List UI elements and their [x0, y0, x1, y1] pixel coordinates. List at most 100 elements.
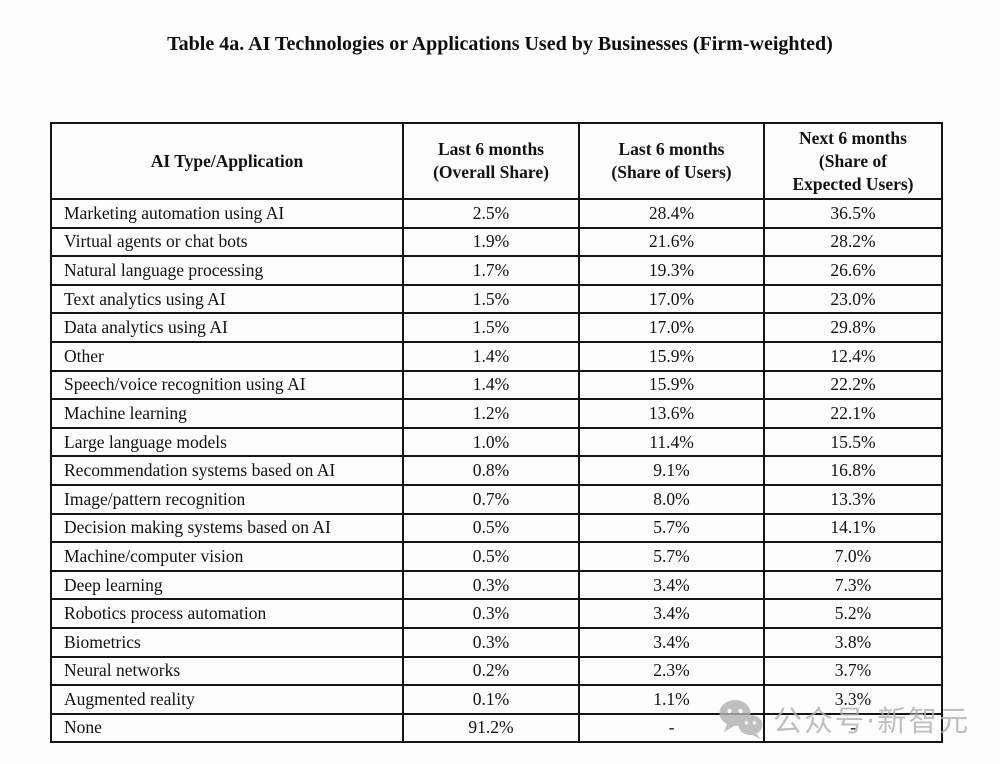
value-cell: 3.7% [763, 655, 943, 687]
column-header: Last 6 months (Overall Share) [402, 122, 580, 200]
value-cell: - [578, 712, 765, 744]
table-body: Marketing automation using AI 2.5% 28.4% 36… [50, 198, 943, 744]
row-label: Recommendation systems based on AI [50, 455, 404, 486]
table-row: Text analytics using AI 1.5% 17.0% 23.0% [50, 283, 943, 315]
table-row: Other 1.4% 15.9% 12.4% [50, 340, 943, 372]
table-row: Robotics process automation 0.3% 3.4% 5.2% [50, 598, 943, 629]
value-cell: 1.4% [402, 340, 580, 372]
value-cell: 0.8% [402, 455, 580, 486]
row-label: Virtual agents or chat bots [50, 226, 404, 258]
row-label: Augmented reality [50, 684, 404, 715]
value-cell: 21.6% [578, 226, 765, 258]
value-cell: 1.2% [402, 398, 580, 429]
row-label: Text analytics using AI [50, 283, 404, 315]
table-row: Recommendation systems based on AI 0.8% 9.… [50, 455, 943, 486]
value-cell: 26.6% [763, 255, 943, 286]
row-label: Machine learning [50, 398, 404, 429]
row-label: Image/pattern recognition [50, 483, 404, 515]
row-label: Biometrics [50, 626, 404, 658]
table-row: Machine learning 1.2% 13.6% 22.1% [50, 398, 943, 429]
value-cell: 0.2% [402, 655, 580, 687]
table-row: Decision making systems based on AI 0.5% 5… [50, 512, 943, 544]
value-cell: 36.5% [763, 198, 943, 229]
value-cell: 29.8% [763, 312, 943, 343]
value-cell: 2.3% [578, 655, 765, 687]
row-label: Machine/computer vision [50, 541, 404, 572]
table-row: Natural language processing 1.7% 19.3% 26.6… [50, 255, 943, 286]
value-cell: 14.1% [763, 512, 943, 544]
value-cell: 15.5% [763, 426, 943, 458]
table-row: Machine/computer vision 0.5% 5.7% 7.0% [50, 541, 943, 572]
value-cell: 9.1% [578, 455, 765, 486]
value-cell: 1.7% [402, 255, 580, 286]
row-label: Decision making systems based on AI [50, 512, 404, 544]
value-cell: 17.0% [578, 283, 765, 315]
value-cell: 5.2% [763, 598, 943, 629]
row-label: None [50, 712, 404, 744]
table-row: Virtual agents or chat bots 1.9% 21.6% 28.2… [50, 226, 943, 258]
column-header: Last 6 months (Share of Users) [578, 122, 765, 200]
header-row: AI Type/Application Last 6 months (Overall… [50, 122, 943, 200]
table-row: Data analytics using AI 1.5% 17.0% 29.8% [50, 312, 943, 343]
value-cell: 3.4% [578, 569, 765, 601]
value-cell: 3.3% [763, 684, 943, 715]
value-cell: 17.0% [578, 312, 765, 343]
row-label: Data analytics using AI [50, 312, 404, 343]
table-row: Image/pattern recognition 0.7% 8.0% 13.3% [50, 483, 943, 515]
value-cell: 13.3% [763, 483, 943, 515]
page-title: Table 4a. AI Technologies or Application… [167, 33, 833, 55]
value-cell: 0.5% [402, 541, 580, 572]
row-label: Robotics process automation [50, 598, 404, 629]
row-label: Speech/voice recognition using AI [50, 369, 404, 401]
row-label: Deep learning [50, 569, 404, 601]
table-row: Deep learning 0.3% 3.4% 7.3% [50, 569, 943, 601]
table-header: AI Type/Application Last 6 months (Overall… [50, 122, 943, 200]
table-row: Large language models 1.0% 11.4% 15.5% [50, 426, 943, 458]
column-header: Next 6 months (Share of Expected Users) [763, 122, 943, 200]
value-cell: 13.6% [578, 398, 765, 429]
value-cell: 0.7% [402, 483, 580, 515]
value-cell: 22.2% [763, 369, 943, 401]
value-cell: 1.0% [402, 426, 580, 458]
value-cell: 7.3% [763, 569, 943, 601]
value-cell: 0.1% [402, 684, 580, 715]
value-cell: 1.1% [578, 684, 765, 715]
value-cell: 1.5% [402, 283, 580, 315]
value-cell: 5.7% [578, 541, 765, 572]
value-cell: 28.4% [578, 198, 765, 229]
value-cell: 0.3% [402, 598, 580, 629]
value-cell: 12.4% [763, 340, 943, 372]
data-table: AI Type/Application Last 6 months (Overall… [50, 122, 943, 744]
value-cell: 15.9% [578, 340, 765, 372]
value-cell: 11.4% [578, 426, 765, 458]
value-cell: 15.9% [578, 369, 765, 401]
value-cell: 7.0% [763, 541, 943, 572]
column-header: AI Type/Application [50, 122, 404, 200]
value-cell: 22.1% [763, 398, 943, 429]
value-cell: 1.5% [402, 312, 580, 343]
table-row: Biometrics 0.3% 3.4% 3.8% [50, 626, 943, 658]
table-row: None 91.2% - - [50, 712, 943, 744]
value-cell: 3.4% [578, 626, 765, 658]
value-cell: 16.8% [763, 455, 943, 486]
value-cell: 0.3% [402, 569, 580, 601]
table-row: Neural networks 0.2% 2.3% 3.7% [50, 655, 943, 687]
row-label: Natural language processing [50, 255, 404, 286]
value-cell: 5.7% [578, 512, 765, 544]
value-cell: 1.4% [402, 369, 580, 401]
value-cell: 8.0% [578, 483, 765, 515]
value-cell: 91.2% [402, 712, 580, 744]
table-row: Speech/voice recognition using AI 1.4% 15.… [50, 369, 943, 401]
table-row: Augmented reality 0.1% 1.1% 3.3% [50, 684, 943, 715]
value-cell: 28.2% [763, 226, 943, 258]
row-label: Other [50, 340, 404, 372]
value-cell: 19.3% [578, 255, 765, 286]
value-cell: 3.8% [763, 626, 943, 658]
row-label: Large language models [50, 426, 404, 458]
value-cell: 0.5% [402, 512, 580, 544]
row-label: Neural networks [50, 655, 404, 687]
value-cell: 2.5% [402, 198, 580, 229]
value-cell: - [763, 712, 943, 744]
value-cell: 23.0% [763, 283, 943, 315]
